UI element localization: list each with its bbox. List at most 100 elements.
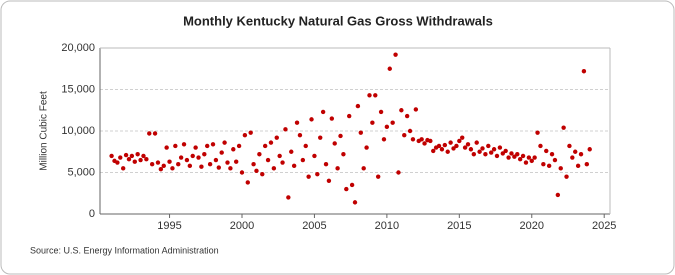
point	[436, 143, 442, 149]
point	[320, 109, 326, 115]
point	[155, 160, 161, 165]
point	[167, 159, 172, 164]
point	[381, 137, 387, 142]
point	[147, 131, 152, 136]
point	[205, 143, 210, 149]
chart-title: Monthly Kentucky Natural Gas Gross Withd…	[183, 13, 493, 28]
point	[207, 162, 213, 167]
point	[483, 152, 488, 157]
point	[239, 170, 245, 175]
point	[442, 142, 448, 148]
point	[404, 113, 410, 119]
point	[271, 166, 277, 171]
point	[584, 162, 590, 167]
point	[335, 166, 340, 171]
point	[323, 162, 329, 167]
point	[448, 140, 453, 145]
point	[123, 152, 129, 158]
point	[393, 52, 398, 57]
point	[318, 135, 323, 140]
point	[512, 154, 517, 159]
point	[158, 166, 164, 172]
point	[587, 147, 592, 152]
x-tick-label: 2020	[520, 220, 544, 232]
point	[254, 168, 259, 174]
point	[347, 113, 352, 119]
point	[219, 150, 224, 155]
point	[462, 145, 468, 150]
point	[375, 174, 381, 179]
x-tick-label: 2010	[375, 220, 399, 232]
point	[570, 155, 575, 160]
point	[245, 180, 250, 185]
point	[216, 165, 222, 170]
point	[439, 147, 445, 152]
point	[454, 143, 459, 149]
point	[517, 157, 523, 162]
y-tick-label: 5,000	[67, 166, 95, 178]
point	[176, 162, 181, 167]
point	[265, 157, 271, 163]
point	[488, 150, 494, 155]
point	[532, 155, 537, 160]
point	[399, 108, 404, 113]
point	[138, 157, 143, 163]
point	[402, 132, 407, 138]
point	[225, 160, 230, 165]
point	[332, 141, 337, 146]
point	[384, 124, 390, 130]
point	[349, 182, 355, 188]
point	[407, 128, 413, 134]
point	[552, 157, 558, 163]
point	[170, 166, 175, 171]
point	[129, 153, 135, 159]
point	[494, 153, 500, 159]
point	[233, 159, 239, 164]
point	[451, 146, 456, 151]
point	[419, 137, 424, 142]
y-tick-label: 0	[89, 208, 95, 220]
point	[196, 155, 201, 160]
point	[361, 166, 366, 171]
x-tick-label: 2015	[447, 220, 471, 232]
point	[561, 125, 566, 130]
point	[283, 127, 288, 132]
x-tick-label: 2000	[230, 220, 254, 232]
point	[144, 157, 149, 162]
point	[315, 171, 320, 177]
point	[573, 149, 578, 154]
point	[474, 140, 479, 145]
point	[471, 152, 477, 157]
point	[294, 120, 300, 125]
point	[546, 163, 552, 169]
point	[187, 163, 193, 169]
point	[390, 120, 395, 125]
point	[190, 153, 195, 159]
point	[497, 145, 503, 150]
point	[387, 66, 392, 71]
point	[120, 166, 126, 171]
point	[251, 162, 256, 167]
point	[303, 143, 308, 149]
y-tick-label: 20,000	[61, 42, 95, 54]
point	[178, 155, 184, 160]
point	[549, 152, 555, 157]
point	[477, 149, 482, 154]
point	[280, 160, 285, 165]
point	[338, 133, 343, 139]
point	[242, 132, 248, 138]
point	[329, 116, 335, 121]
point	[445, 149, 450, 154]
point	[152, 131, 158, 136]
point	[115, 160, 120, 165]
source-note: Source: U.S. Energy Information Administ…	[30, 245, 219, 255]
point	[396, 170, 401, 175]
point	[132, 159, 137, 164]
point	[535, 130, 540, 135]
point	[555, 192, 561, 198]
point	[199, 164, 204, 169]
y-axis-label: Million Cubic Feet	[39, 91, 50, 171]
point	[228, 166, 233, 171]
point	[422, 141, 427, 146]
point	[268, 140, 274, 145]
